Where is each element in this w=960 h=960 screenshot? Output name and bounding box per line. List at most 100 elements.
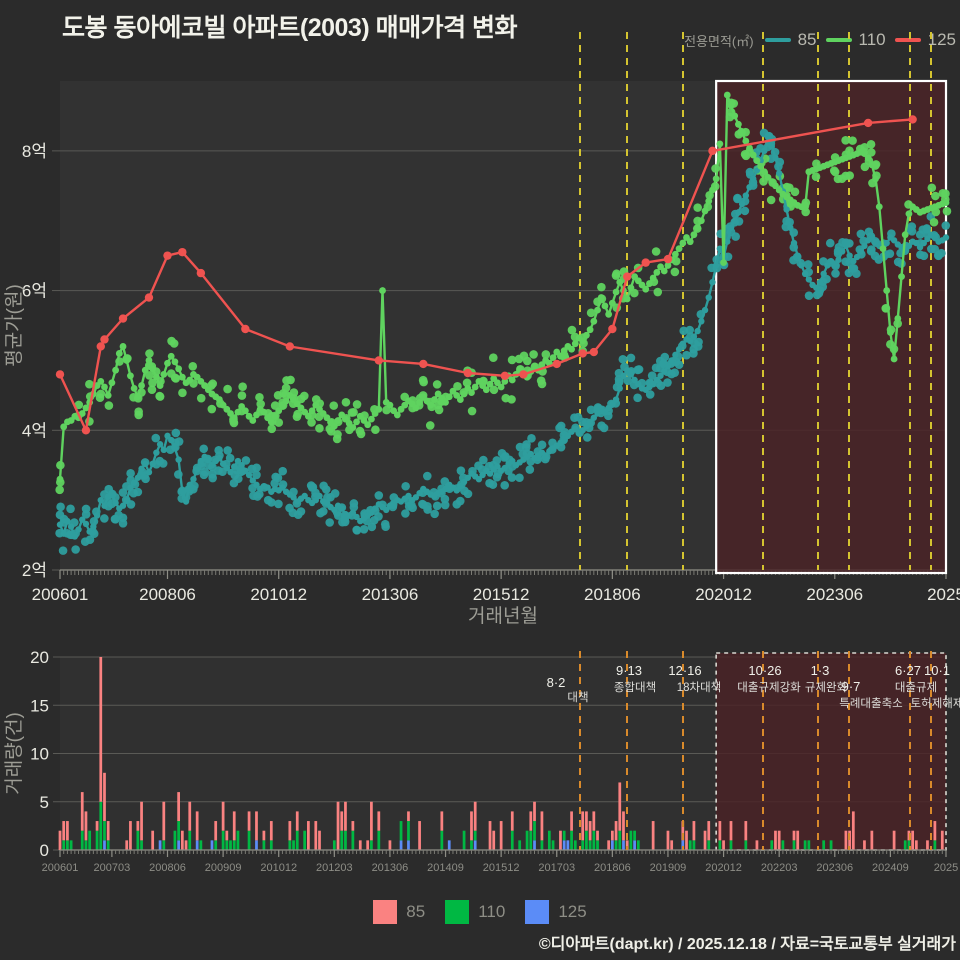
volume-bar bbox=[340, 830, 344, 850]
volume-bar bbox=[103, 772, 106, 822]
volume-x-tick-label: 202203 bbox=[761, 862, 798, 874]
data-point bbox=[716, 140, 724, 148]
volume-bar bbox=[492, 830, 496, 850]
data-point bbox=[586, 405, 596, 415]
volume-bar bbox=[473, 830, 477, 841]
volume-bar bbox=[177, 792, 180, 822]
data-point bbox=[913, 239, 920, 247]
volume-bar bbox=[66, 840, 69, 850]
data-point bbox=[541, 350, 551, 359]
data-point bbox=[156, 441, 164, 448]
data-point bbox=[216, 396, 223, 403]
data-point bbox=[919, 251, 929, 261]
data-point bbox=[527, 434, 536, 443]
volume-bar bbox=[288, 840, 292, 850]
volume-bar bbox=[295, 811, 299, 831]
volume-bar bbox=[195, 811, 199, 841]
volume-bar bbox=[562, 840, 566, 850]
annotation-date: 12·16 bbox=[668, 663, 701, 678]
annotation-date: 10·26 bbox=[748, 663, 781, 678]
data-point bbox=[857, 248, 864, 255]
data-point bbox=[560, 436, 568, 444]
data-point bbox=[586, 326, 594, 334]
data-point bbox=[742, 137, 750, 145]
top-legend-item-125[interactable]: 125 bbox=[894, 30, 956, 50]
data-point bbox=[727, 102, 735, 109]
data-point bbox=[100, 514, 109, 523]
data-point bbox=[705, 294, 712, 301]
data-point bbox=[733, 194, 742, 204]
annotation-label: 특례대출축소 bbox=[839, 697, 902, 710]
volume-bar bbox=[529, 811, 533, 831]
price-chart-panel: 2억 4억 6억 8억 평균가(원) 200601 200806 201012 201306 20… bbox=[0, 32, 960, 630]
data-point bbox=[167, 352, 175, 360]
data-point bbox=[811, 172, 821, 182]
annotation-label: 종합대책 bbox=[614, 680, 656, 694]
data-point bbox=[772, 154, 779, 162]
volume-bar bbox=[95, 821, 99, 831]
data-point bbox=[601, 302, 609, 310]
data-point bbox=[671, 250, 679, 258]
data-point bbox=[694, 224, 702, 232]
volume-bar bbox=[666, 830, 670, 850]
volume-bar bbox=[903, 840, 907, 850]
data-point bbox=[866, 148, 876, 157]
bottom-legend-item-85[interactable]: 85 bbox=[373, 900, 425, 924]
volume-x-tick-label: 201012 bbox=[260, 862, 297, 874]
volume-bar bbox=[84, 811, 88, 841]
data-point bbox=[597, 282, 606, 292]
data-point bbox=[330, 489, 340, 498]
bottom-legend-label-85: 85 bbox=[406, 902, 426, 921]
volume-bar bbox=[692, 840, 696, 850]
data-point bbox=[425, 421, 435, 430]
volume-bar bbox=[314, 821, 318, 850]
bottom-legend-item-110[interactable]: 110 bbox=[445, 900, 505, 924]
bottom-legend: 85 110 125 bbox=[0, 900, 960, 924]
data-point bbox=[783, 206, 790, 213]
data-point bbox=[108, 489, 116, 497]
data-point bbox=[735, 120, 742, 128]
data-point bbox=[527, 450, 535, 458]
volume-x-tick-label: 201409 bbox=[427, 862, 464, 874]
data-point bbox=[149, 460, 156, 468]
volume-bar bbox=[562, 830, 566, 841]
volume-bar bbox=[533, 821, 536, 841]
data-point bbox=[238, 462, 245, 469]
volume-bar bbox=[318, 830, 321, 850]
volume-bar bbox=[792, 840, 796, 850]
data-point bbox=[670, 267, 680, 277]
data-point bbox=[907, 227, 917, 236]
data-point bbox=[738, 200, 746, 208]
data-point bbox=[383, 506, 390, 514]
volume-bar bbox=[103, 821, 106, 841]
data-point bbox=[674, 360, 684, 370]
volume-x-tick-label: 200909 bbox=[205, 862, 242, 874]
volume-bar bbox=[755, 840, 759, 850]
data-point bbox=[170, 373, 180, 383]
data-point bbox=[488, 480, 498, 489]
volume-bar bbox=[685, 830, 688, 850]
data-point bbox=[616, 385, 623, 392]
annotation-date: 6·27 bbox=[895, 663, 921, 678]
data-point bbox=[790, 239, 798, 247]
volume-bar bbox=[225, 830, 229, 841]
data-point bbox=[267, 498, 276, 507]
data-point bbox=[842, 242, 850, 250]
data-point bbox=[225, 453, 235, 463]
bottom-legend-item-125[interactable]: 125 bbox=[525, 900, 587, 924]
data-point bbox=[241, 324, 250, 334]
data-point bbox=[492, 472, 502, 482]
data-point bbox=[58, 546, 68, 555]
data-point bbox=[460, 390, 468, 398]
data-point bbox=[720, 259, 727, 267]
data-point bbox=[685, 325, 695, 335]
data-point bbox=[196, 393, 206, 403]
data-point bbox=[641, 258, 650, 267]
volume-bar bbox=[332, 840, 336, 850]
top-legend-item-110[interactable]: 110 bbox=[825, 30, 886, 50]
data-point bbox=[416, 398, 423, 406]
top-legend-item-85[interactable]: 85 bbox=[764, 30, 817, 50]
data-point bbox=[175, 456, 182, 463]
data-point bbox=[255, 392, 264, 402]
data-point bbox=[698, 318, 705, 325]
